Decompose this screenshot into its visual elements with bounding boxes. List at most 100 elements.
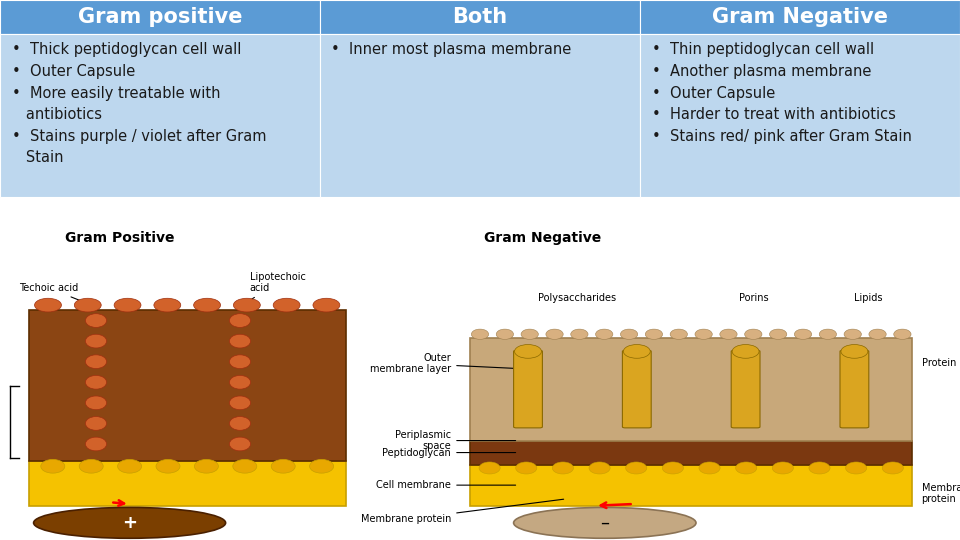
Ellipse shape [770,329,787,340]
Text: •  Thin peptidoglycan cell wall
•  Another plasma membrane
•  Outer Capsule
•  H: • Thin peptidoglycan cell wall • Another… [652,42,912,144]
Ellipse shape [471,329,489,340]
Ellipse shape [819,329,836,340]
Text: Lipids: Lipids [854,293,883,303]
Ellipse shape [85,437,107,451]
Ellipse shape [521,329,539,340]
Ellipse shape [85,375,107,389]
Ellipse shape [229,314,251,327]
Ellipse shape [313,298,340,312]
Ellipse shape [85,314,107,327]
Text: •  Inner most plasma membrane: • Inner most plasma membrane [331,42,571,57]
Ellipse shape [720,329,737,340]
Ellipse shape [85,416,107,430]
Ellipse shape [194,460,218,473]
Ellipse shape [114,298,141,312]
Ellipse shape [85,396,107,410]
Ellipse shape [156,460,180,473]
FancyBboxPatch shape [470,441,912,464]
Ellipse shape [662,462,684,474]
Ellipse shape [894,329,911,340]
Ellipse shape [699,462,720,474]
Ellipse shape [229,416,251,430]
Ellipse shape [229,334,251,348]
Text: Membrane protein: Membrane protein [361,499,564,524]
Text: –: – [600,514,610,532]
Ellipse shape [229,355,251,368]
Text: Gram Negative: Gram Negative [484,231,601,245]
Text: Membrane
protein: Membrane protein [922,483,960,504]
Ellipse shape [589,462,611,474]
Ellipse shape [232,460,256,473]
FancyBboxPatch shape [640,35,960,197]
Text: Gram positive: Gram positive [78,7,242,27]
FancyBboxPatch shape [470,464,912,505]
Text: Periplasmic
space: Periplasmic space [396,430,516,451]
Ellipse shape [271,460,296,473]
Ellipse shape [79,460,104,473]
Ellipse shape [745,329,762,340]
Ellipse shape [515,345,541,358]
Text: •  Thick peptidoglycan cell wall
•  Outer Capsule
•  More easily treatable with
: • Thick peptidoglycan cell wall • Outer … [12,42,266,165]
Ellipse shape [309,460,334,473]
Ellipse shape [229,437,251,451]
Ellipse shape [882,462,903,474]
Ellipse shape [274,298,300,312]
Ellipse shape [154,298,180,312]
Text: Techoic acid: Techoic acid [19,283,93,306]
Ellipse shape [85,334,107,348]
FancyBboxPatch shape [514,350,542,428]
Text: Cell membrane: Cell membrane [376,480,516,490]
FancyBboxPatch shape [320,35,640,197]
Text: +: + [122,514,137,532]
Ellipse shape [496,329,514,340]
Ellipse shape [623,345,650,358]
Ellipse shape [546,329,564,340]
Text: Gram Negative: Gram Negative [712,7,888,27]
Ellipse shape [74,298,101,312]
Ellipse shape [620,329,637,340]
Text: Outer
membrane layer: Outer membrane layer [370,353,516,374]
Ellipse shape [844,329,861,340]
Ellipse shape [595,329,612,340]
Ellipse shape [479,462,500,474]
Ellipse shape [841,345,868,358]
Text: Polysaccharides: Polysaccharides [538,293,615,303]
Ellipse shape [772,462,793,474]
FancyBboxPatch shape [0,35,320,197]
Text: Peptidoglycan: Peptidoglycan [382,448,516,457]
Ellipse shape [626,462,647,474]
Ellipse shape [85,355,107,368]
FancyBboxPatch shape [622,350,651,428]
Ellipse shape [735,462,756,474]
Text: Gram Positive: Gram Positive [65,231,175,245]
Ellipse shape [794,329,811,340]
FancyBboxPatch shape [320,0,640,35]
Ellipse shape [117,460,142,473]
FancyBboxPatch shape [732,350,760,428]
FancyBboxPatch shape [840,350,869,428]
Text: Both: Both [452,7,508,27]
Ellipse shape [514,508,696,538]
Ellipse shape [571,329,588,340]
Ellipse shape [194,298,221,312]
Ellipse shape [846,462,867,474]
Ellipse shape [233,298,260,312]
FancyBboxPatch shape [29,461,346,505]
Ellipse shape [695,329,712,340]
Ellipse shape [645,329,662,340]
Ellipse shape [670,329,687,340]
Ellipse shape [40,460,64,473]
FancyBboxPatch shape [640,0,960,35]
Ellipse shape [229,396,251,410]
Ellipse shape [809,462,830,474]
Ellipse shape [869,329,886,340]
Text: Lipotechoic
acid: Lipotechoic acid [242,272,305,305]
Text: Protein: Protein [922,359,956,368]
Ellipse shape [516,462,537,474]
FancyBboxPatch shape [29,310,346,461]
Ellipse shape [229,375,251,389]
Ellipse shape [552,462,573,474]
FancyBboxPatch shape [0,0,320,35]
FancyBboxPatch shape [470,338,912,441]
Ellipse shape [35,298,61,312]
